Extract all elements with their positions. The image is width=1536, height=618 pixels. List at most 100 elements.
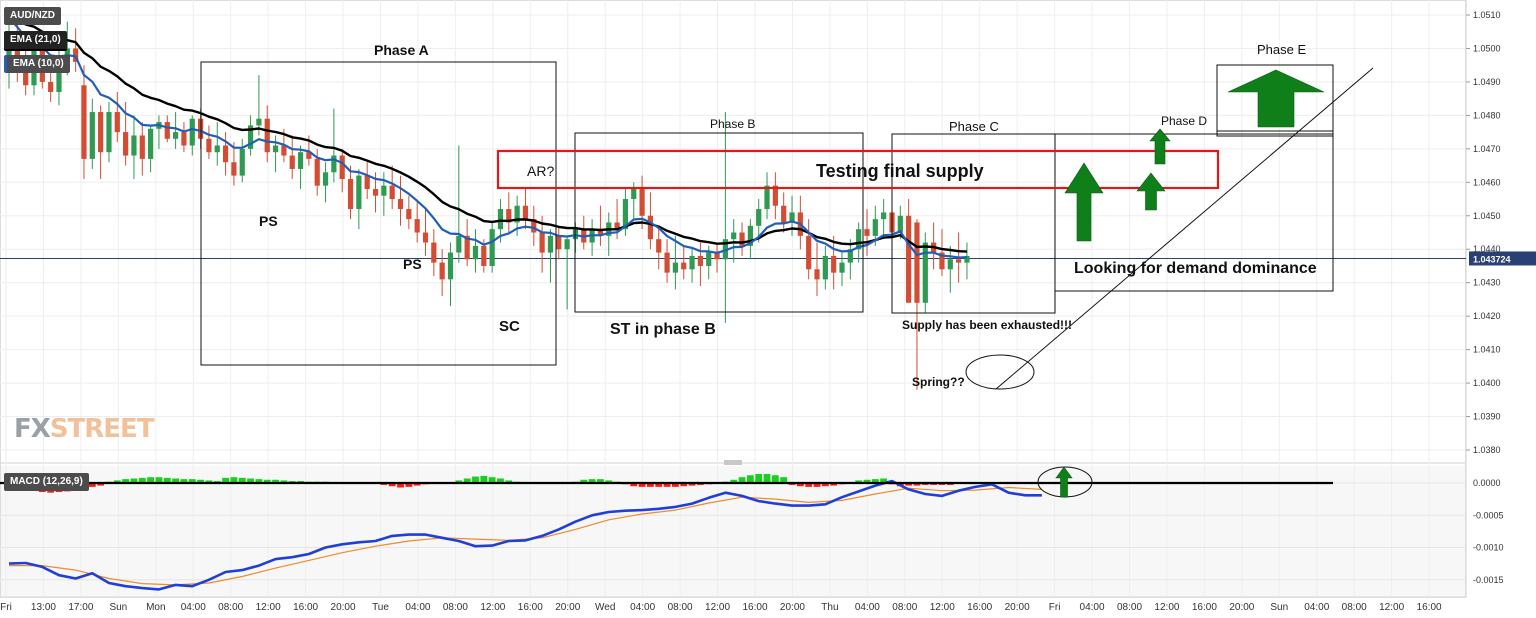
x-tick-label: 04:00 [181, 602, 206, 613]
macd-histogram-bar-positive [463, 478, 471, 483]
x-tick-label: 12:00 [480, 602, 505, 613]
ema-21-legend[interactable]: EMA (21,0) [4, 31, 67, 51]
bearish-candle [206, 138, 212, 153]
ar-label: AR? [527, 163, 555, 179]
macd-histogram-bar-negative [672, 483, 679, 487]
x-tick-label: 12:00 [256, 602, 281, 613]
macd-histogram-bar-negative [688, 483, 696, 486]
bearish-candle [556, 235, 562, 250]
x-tick-label: Sun [109, 602, 127, 613]
bearish-candle [914, 222, 920, 303]
bullish-candle [756, 209, 762, 226]
macd-histogram-bar-positive [180, 479, 188, 483]
macd-histogram-bar-negative [813, 483, 821, 487]
bullish-candle [489, 229, 495, 266]
bullish-candle [148, 128, 154, 159]
bullish-candle [622, 199, 629, 230]
macd-histogram-bar-positive [480, 475, 488, 483]
phase-d-box [1054, 133, 1334, 292]
macd-histogram-bar-positive [163, 477, 171, 483]
bullish-candle [214, 145, 220, 153]
macd-histogram-bar-positive [855, 480, 863, 483]
macd-histogram-bar-positive [263, 479, 271, 483]
bearish-candle [422, 232, 429, 243]
bullish-candle [747, 225, 753, 246]
x-tick-label: 04:00 [405, 602, 430, 613]
bullish-candle [897, 215, 903, 233]
bullish-candle [247, 125, 254, 149]
bearish-candle [772, 185, 778, 206]
bullish-candle [706, 252, 712, 266]
macd-histogram-bar-negative [388, 483, 396, 487]
x-tick-label: 08:00 [218, 602, 243, 613]
x-tick-label: 16:00 [293, 602, 318, 613]
macd-histogram-bar-positive [780, 477, 788, 483]
macd-histogram-bar-positive [230, 477, 238, 483]
bearish-candle [939, 252, 945, 270]
watermark-fx: FX [14, 414, 51, 444]
bullish-candle [56, 61, 62, 92]
bearish-candle [506, 209, 512, 223]
bullish-candle [472, 245, 479, 260]
bullish-candle [881, 212, 887, 220]
bearish-candle [522, 205, 529, 220]
y-tick-label: 1.0440 [1473, 244, 1501, 254]
macd-histogram-bar-positive [880, 478, 888, 483]
bearish-candle [781, 205, 787, 223]
macd-histogram-bar-positive [755, 473, 763, 483]
watermark-street: STREET [49, 414, 155, 444]
macd-histogram-bar-positive [505, 480, 513, 483]
macd-histogram-bar-positive [130, 478, 138, 483]
bearish-candle [464, 235, 470, 260]
macd-histogram-bar-positive [730, 479, 738, 483]
x-tick-label: 04:00 [1304, 602, 1329, 613]
bearish-candle [739, 232, 745, 246]
x-tick-label: 20:00 [1229, 602, 1254, 613]
bearish-candle [864, 229, 870, 236]
fxstreet-watermark: FXSTREET [14, 414, 155, 444]
chart-border [0, 0, 1466, 598]
x-tick-label: 20:00 [331, 602, 356, 613]
macd-histogram-bar-negative [647, 483, 654, 487]
bullish-candle [456, 235, 462, 253]
sc-label: SC [499, 318, 520, 335]
bullish-candle [822, 255, 828, 280]
macd-legend[interactable]: MACD (12,26,9) [4, 473, 89, 491]
macd-histogram-bar-negative [397, 483, 404, 488]
bullish-candle [173, 132, 179, 139]
bullish-candle [789, 212, 795, 223]
x-tick-label: 08:00 [1117, 602, 1142, 613]
x-tick-label: 08:00 [892, 602, 917, 613]
symbol-legend[interactable]: AUD/NZD [4, 7, 61, 25]
bullish-candle [256, 118, 262, 126]
y-tick-label: 1.0390 [1473, 412, 1501, 422]
macd-histogram-bar-negative [830, 483, 838, 486]
bullish-candle [189, 118, 195, 146]
macd-y-tick-label: -0.0005 [1473, 510, 1504, 520]
macd-histogram-bar-positive [188, 479, 196, 483]
macd-histogram-bar-negative [680, 483, 688, 487]
macd-histogram-bar-positive [771, 475, 779, 483]
bearish-candle [14, 38, 20, 69]
macd-histogram-bar-positive [155, 477, 163, 483]
bearish-candle [647, 215, 654, 240]
phase-b-label: Phase B [710, 117, 756, 131]
bearish-candle [539, 232, 545, 253]
phase-b-box [574, 132, 864, 313]
bearish-candle [597, 229, 604, 236]
x-tick-label: 20:00 [1005, 602, 1030, 613]
x-tick-label: 13:00 [31, 602, 56, 613]
trend-line [995, 67, 1374, 390]
bearish-candle [181, 132, 187, 146]
x-tick-label: Mon [146, 602, 165, 613]
bullish-candle [731, 232, 737, 240]
y-tick-label: 1.0490 [1473, 77, 1501, 87]
ema-10-legend[interactable]: EMA (10,0) [4, 55, 70, 73]
macd-panel-background [0, 466, 1466, 596]
bullish-candle [689, 255, 695, 270]
bearish-candle [664, 252, 670, 273]
bearish-candle [231, 162, 237, 176]
bearish-candle [681, 262, 687, 270]
macd-histogram-bar-negative [630, 483, 638, 487]
